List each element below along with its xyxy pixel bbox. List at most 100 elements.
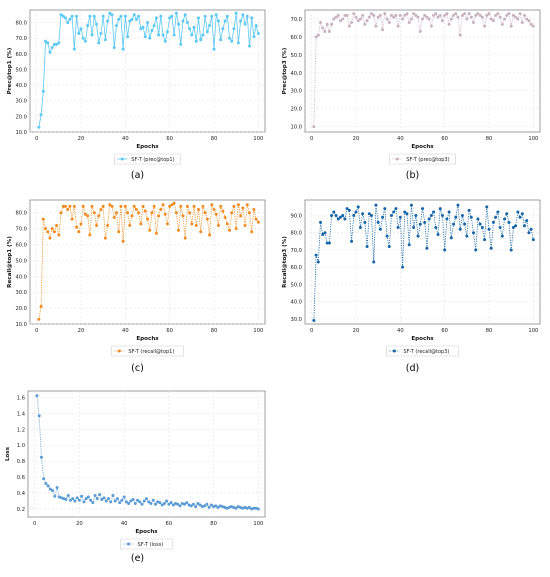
data-point	[458, 227, 462, 231]
data-point	[423, 220, 427, 224]
data-point	[221, 27, 225, 31]
data-point	[185, 501, 189, 505]
data-point	[66, 493, 70, 497]
data-point	[500, 22, 504, 26]
data-point	[432, 210, 436, 214]
data-point	[120, 498, 124, 502]
y-tick-label: 60.0	[15, 52, 27, 58]
data-point	[37, 414, 41, 418]
data-point	[254, 24, 258, 28]
x-tick-label: 60	[166, 328, 173, 334]
data-point	[170, 14, 174, 18]
data-point	[199, 38, 203, 42]
x-tick-label: 80	[486, 136, 493, 142]
legend-box	[120, 538, 173, 550]
data-point	[121, 239, 125, 243]
x-tick-label: 60	[441, 136, 448, 142]
data-point	[518, 215, 522, 219]
data-point	[525, 219, 529, 223]
data-point	[361, 212, 365, 216]
data-point	[463, 222, 467, 226]
data-point	[447, 22, 451, 26]
data-point	[392, 210, 396, 214]
data-point	[469, 215, 473, 219]
data-point	[124, 500, 128, 504]
data-point	[250, 230, 254, 234]
data-point	[520, 212, 524, 216]
data-point	[367, 15, 371, 19]
data-point	[183, 236, 187, 240]
x-tick-label: 100	[253, 328, 263, 334]
y-tick-label: 20.0	[15, 114, 27, 120]
x-tick-label: 40	[397, 328, 404, 334]
data-point	[327, 30, 331, 34]
data-point	[438, 207, 442, 211]
data-point	[97, 214, 101, 218]
data-point	[314, 35, 318, 39]
data-point	[343, 13, 347, 17]
y-tick-label: 80.0	[290, 231, 302, 237]
data-point	[39, 455, 43, 459]
data-point	[436, 232, 440, 236]
chart-svg-e: 0.2 0.4 0.6 0.8 1.0 1.2 1.4 1.6 0 20 40 60 80 100 Epoc…	[5, 390, 266, 564]
data-point	[137, 14, 141, 18]
data-point	[252, 35, 256, 39]
data-point	[113, 499, 117, 503]
data-point	[456, 15, 460, 19]
data-point	[378, 227, 382, 231]
data-point	[146, 21, 149, 25]
data-point	[59, 211, 63, 215]
data-point	[352, 214, 356, 217]
data-point	[39, 305, 43, 309]
data-point	[403, 13, 407, 17]
data-point	[416, 234, 420, 238]
data-point	[529, 22, 533, 26]
y-tick-label: 30.0	[290, 89, 302, 95]
data-point	[165, 499, 169, 503]
data-point	[208, 24, 212, 28]
data-point	[414, 214, 418, 217]
data-point	[427, 217, 431, 221]
data-point	[394, 13, 398, 17]
data-point	[239, 19, 243, 23]
data-point	[465, 234, 469, 238]
data-point	[247, 211, 251, 215]
data-point	[494, 215, 498, 219]
data-point	[312, 125, 316, 129]
x-tick-label: 20	[353, 328, 360, 334]
data-point	[245, 14, 249, 18]
data-point	[522, 13, 526, 17]
data-point	[356, 19, 360, 23]
data-point	[122, 495, 126, 499]
data-point	[131, 497, 135, 501]
data-point	[148, 36, 152, 40]
data-point	[234, 227, 238, 231]
data-point	[152, 204, 156, 208]
panel-caption: (c)	[131, 363, 144, 374]
data-point	[112, 215, 116, 219]
y-tick-label: 0.2	[17, 507, 25, 513]
x-tick-label: 40	[122, 136, 129, 142]
data-point	[236, 41, 240, 45]
data-point	[485, 205, 489, 209]
data-point	[203, 504, 207, 508]
data-point	[88, 14, 92, 18]
data-point	[169, 501, 173, 505]
data-point	[153, 502, 157, 506]
data-point	[396, 24, 400, 28]
data-point	[196, 208, 200, 212]
data-point	[106, 223, 110, 227]
data-point	[150, 211, 154, 215]
data-point	[158, 501, 162, 505]
data-point	[162, 501, 166, 505]
data-point	[319, 220, 323, 224]
y-tick-label: 0.8	[17, 459, 25, 465]
chart-svg-a: 10.0 20.0 30.0 40.0 50.0 60.0 70.0 80.0 0 20 40 60 8…	[7, 9, 266, 181]
legend-box	[389, 153, 457, 165]
data-point	[500, 234, 504, 238]
panel-caption: (e)	[131, 553, 144, 564]
data-point	[130, 214, 134, 218]
data-point	[77, 31, 81, 35]
data-point	[157, 214, 161, 218]
data-point	[63, 204, 67, 208]
